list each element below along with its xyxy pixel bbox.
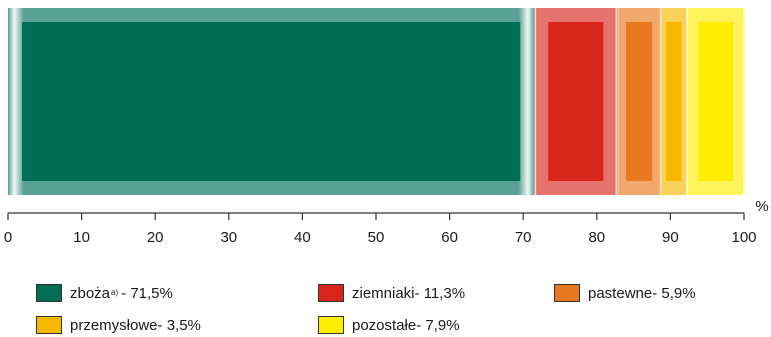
x-tick-label-0: 0 bbox=[4, 229, 12, 246]
x-tick-label-10: 10 bbox=[73, 229, 90, 246]
bar-pastewne bbox=[626, 22, 653, 181]
x-tick-label-40: 40 bbox=[294, 229, 311, 246]
x-tick-label-50: 50 bbox=[368, 229, 385, 246]
bar-ziemniaki bbox=[548, 22, 604, 181]
bar-zboza bbox=[22, 22, 521, 181]
x-tick-label-80: 80 bbox=[588, 229, 605, 246]
x-tick-label-30: 30 bbox=[220, 229, 237, 246]
x-tick-label-60: 60 bbox=[441, 229, 458, 246]
x-tick-label-70: 70 bbox=[515, 229, 532, 246]
x-axis-unit: % bbox=[755, 198, 768, 215]
bar-segment-przemyslowe bbox=[660, 8, 687, 195]
bar-segment-zboza bbox=[8, 8, 535, 195]
bar-segment-pozostale bbox=[686, 8, 745, 195]
x-axis: 0 10 20 30 40 50 60 70 80 90 100% bbox=[4, 198, 769, 246]
bar-pozostale bbox=[698, 22, 734, 181]
x-tick-label-100: 100 bbox=[731, 229, 756, 246]
bar-przemyslowe bbox=[665, 22, 682, 181]
x-tick-label-90: 90 bbox=[662, 229, 679, 246]
bar-segment-pastewne bbox=[617, 8, 661, 195]
bar-segment-ziemniaki bbox=[534, 8, 618, 195]
bar-segments bbox=[8, 8, 745, 195]
x-tick-label-20: 20 bbox=[147, 229, 164, 246]
